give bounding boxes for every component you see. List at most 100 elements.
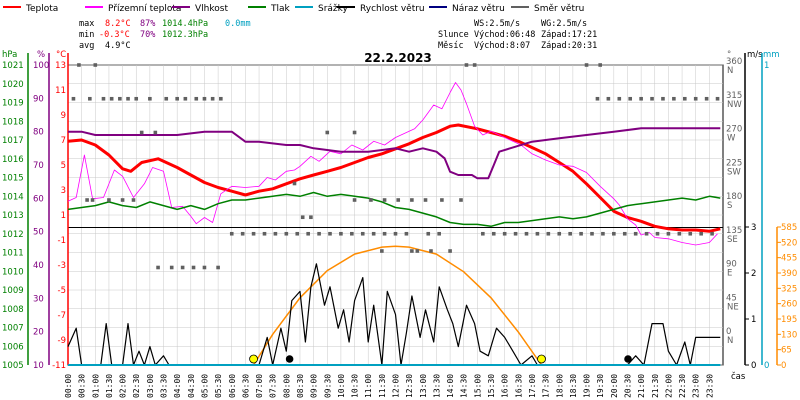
stat-max-rain: 0.0mm [225,19,251,29]
x-tick-label: 08:30 [296,374,305,398]
wind-direction-marker [650,96,654,101]
wind-direction-marker [88,96,92,101]
wind-direction-marker [216,265,220,270]
series-p-zemn-teplota [67,82,718,246]
x-tick-label: 17:00 [528,374,537,398]
x-tick-label: 00:00 [64,374,73,398]
wind-direction-marker [139,130,144,135]
wind-direction-marker [601,231,605,236]
direction-tick-label: 315 [726,91,742,101]
wind-direction-marker [524,231,529,236]
x-tick-label: 18:00 [555,374,564,398]
x-tick-label: 03:00 [146,374,155,398]
wind-direction-marker [415,249,420,253]
speed-tick-label: 0 [751,361,756,371]
wind-direction-marker [423,198,428,202]
solar-tick-label: 325 [781,284,797,294]
x-tick-label: 06:00 [228,374,237,398]
wind-direction-marker [472,63,477,67]
stat-max-press: 1014.4hPa [162,19,208,29]
wind-direction-marker [295,231,300,236]
x-tick-label: 01:30 [105,374,114,398]
pressure-tick-label: 1011 [2,249,24,259]
wind-direction-marker [682,96,687,101]
wind-direction-marker [502,231,507,236]
wind-direction-marker [148,96,152,101]
unit-percent: % [37,50,45,60]
wind-direction-marker [672,96,676,101]
pressure-tick-label: 1016 [2,155,24,165]
wind-direction-marker [229,231,234,236]
x-tick-label: 04:30 [187,374,196,398]
stat-avg-label: avg [79,41,94,51]
legend-item-7: Směr větru [511,4,584,14]
wind-direction-marker [180,265,185,270]
wind-direction-marker [153,130,158,135]
temperature-tick-label: -5 [58,286,66,296]
humidity-tick-label: 100 [33,61,49,71]
temperature-tick-label: -3 [58,261,66,271]
x-tick-label: 17:30 [542,374,551,398]
wind-direction-marker [131,198,136,202]
solar-tick-label: 260 [781,300,797,310]
wind-direction-marker [535,231,540,236]
series-tlak [67,191,721,228]
x-tick-label: 14:30 [460,374,469,398]
stats-block: max 8.2°C 87% 1014.4hPa 0.0mm min -0.3°C… [79,19,251,51]
wind-direction-marker [107,198,111,202]
pressure-tick-label: 1012 [2,230,24,240]
direction-compass-label: E [727,269,732,279]
wind-direction-marker [183,96,188,101]
wind-direction-marker [210,96,215,101]
stat-max-hum: 87% [140,19,155,29]
wind-direction-marker [579,231,583,236]
stat-min-label: min [79,30,94,40]
wind-direction-marker [202,265,207,270]
humidity-tick-label: 10 [33,361,44,371]
wind-direction-marker [273,231,278,236]
solar-tick-label: 65 [781,346,792,356]
stat-min-temp: -0.3°C [99,30,130,40]
wind-direction-marker [156,265,160,270]
legend-label: Tlak [270,4,291,14]
temperature-tick-label: 13 [55,61,66,71]
x-axis-ticks: 00:00 00:30 01:00 01:30 02:00 02:30 03:00 03:30… [64,374,714,398]
wind-direction-marker [71,96,76,101]
temperature-tick-label: -9 [58,336,66,346]
legend-label: Srážky [318,4,349,14]
legend-item-6: Náraz větru [429,4,505,14]
pressure-tick-label: 1020 [2,80,24,90]
wind-direction-marker [633,231,638,236]
x-tick-label: 09:00 [310,374,319,398]
wind-direction-marker [704,96,709,101]
direction-compass-label: N [727,336,733,346]
temperature-tick-label: 5 [61,161,66,171]
wind-direction-marker [481,231,485,236]
wind-direction-marker [101,96,106,101]
x-tick-label: 14:00 [446,374,455,398]
sun-label: Slunce [438,30,469,40]
wind-direction-marker [590,231,594,236]
wind-direction-marker [513,231,518,236]
x-tick-label: 08:00 [282,374,291,398]
wind-direction-marker [262,231,267,236]
direction-tick-label: 0 [726,327,731,337]
humidity-tick-label: 90 [33,94,44,104]
wind-direction-marker [360,231,365,236]
wind-direction-marker [644,231,649,236]
legend-item-0: Teplota [3,4,58,14]
speed-tick-label: 1 [751,315,756,325]
humidity-tick-label: 60 [33,194,44,204]
direction-tick-label: 135 [726,226,742,236]
humidity-tick-label: 50 [33,228,44,238]
temperature-tick-label: -7 [58,311,66,321]
wind-direction-marker [109,96,114,101]
x-tick-label: 10:30 [351,374,360,398]
rain-tick-label: 0 [764,361,769,371]
sunrise-time: Východ:06:48 [474,30,535,40]
wind-direction-marker [164,96,169,101]
direction-compass-label: SW [727,167,741,177]
wind-direction-marker [568,231,572,236]
rain-tick-label: 1 [764,61,769,71]
